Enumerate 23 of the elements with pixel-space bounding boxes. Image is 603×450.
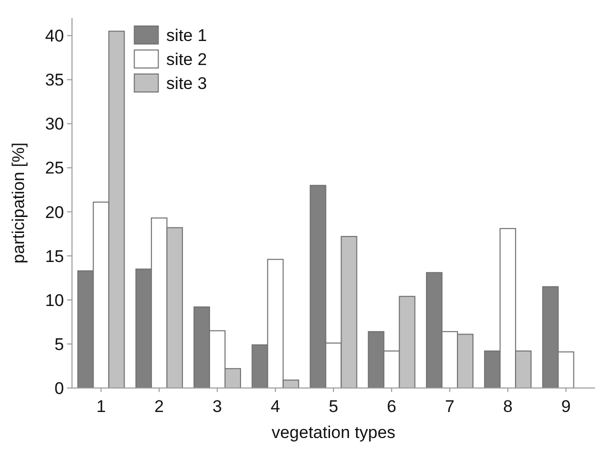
y-tick-label: 40: [45, 26, 64, 46]
y-tick-label: 20: [45, 202, 64, 222]
x-tick-label: 9: [561, 397, 571, 416]
x-tick-label: 4: [270, 397, 280, 416]
y-tick-label: 15: [45, 246, 64, 266]
x-tick-label: 2: [154, 397, 164, 416]
legend-label: site 3: [166, 74, 207, 93]
x-tick-label: 7: [444, 397, 454, 416]
legend-label: site 1: [166, 26, 207, 45]
y-tick-label: 25: [45, 158, 64, 178]
legend-label: site 2: [166, 50, 207, 69]
y-tick-label: 5: [54, 334, 64, 354]
x-tick-label: 6: [386, 397, 396, 416]
y-tick-label: 30: [45, 114, 64, 134]
y-tick-label: 10: [45, 290, 64, 310]
x-tick-label: 5: [328, 397, 338, 416]
x-tick-label: 1: [96, 397, 106, 416]
x-axis-title: vegetation types: [272, 423, 396, 442]
x-tick-label: 8: [503, 397, 513, 416]
y-tick-label: 0: [54, 378, 64, 398]
y-tick-label: 35: [45, 70, 64, 90]
y-axis-title: participation [%]: [9, 142, 28, 264]
x-tick-label: 3: [212, 397, 222, 416]
